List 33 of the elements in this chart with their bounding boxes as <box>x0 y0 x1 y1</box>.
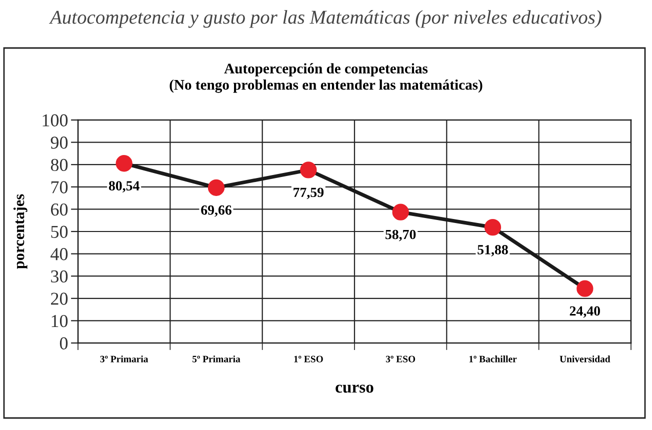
point <box>300 162 317 178</box>
point <box>208 179 225 196</box>
x-tick-label: 3º Primaria <box>100 356 148 362</box>
y-tick-label: 100 <box>42 114 68 126</box>
y-tick-label: 30 <box>51 270 68 283</box>
y-axis-title: porcentajes <box>13 194 28 269</box>
y-tick-label: 70 <box>51 181 68 194</box>
data-label: 80,54 <box>108 181 140 192</box>
chart-subtitle: Autopercepción de competencias (No tengo problemas en entender las matemáticas) <box>170 63 482 93</box>
y-tick-label: 90 <box>50 136 68 149</box>
y-tick-label: 20 <box>51 292 68 305</box>
y-tick-label: 0 <box>60 337 68 350</box>
x-tick-label: Universidad <box>560 356 610 362</box>
point <box>576 280 594 297</box>
y-tick-label: 50 <box>51 226 68 238</box>
x-tick-label: 3º ESO <box>386 356 416 362</box>
x-tick-label: 1º ESO <box>294 356 323 362</box>
data-label: 24,40 <box>570 306 600 318</box>
point <box>392 204 409 220</box>
chart-title: Autocompetencia y gusto por las Matemáticas (por niveles educativos) <box>48 10 602 28</box>
x-axis-title: curso <box>336 384 374 393</box>
y-tick-label: 80 <box>50 158 68 172</box>
data-label: 69,66 <box>201 205 232 217</box>
y-tick-label: 40 <box>50 248 68 260</box>
data-label: 77,59 <box>294 188 324 200</box>
y-tick-label: 10 <box>52 314 68 328</box>
data-label: 58,70 <box>386 230 416 242</box>
point <box>116 155 132 172</box>
y-tick-label: 60 <box>51 203 68 216</box>
x-tick-label: 1º Bachiller <box>469 356 517 362</box>
data-label: 51,88 <box>478 245 508 256</box>
point <box>484 218 502 236</box>
x-tick-label: 5º Primaria <box>192 356 240 362</box>
